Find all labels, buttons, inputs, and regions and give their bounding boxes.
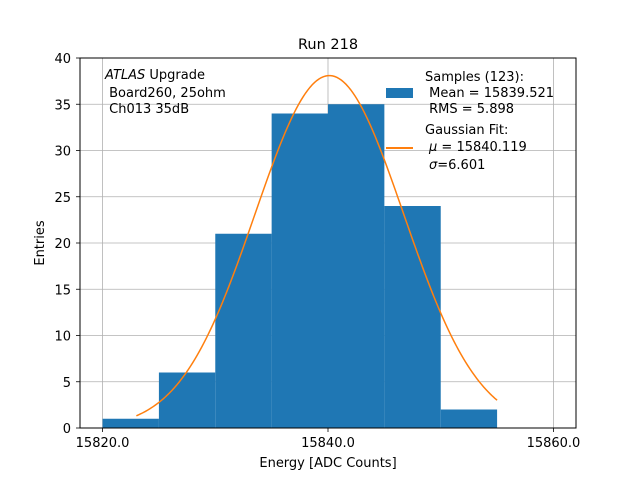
y-axis-label: Entries [33, 220, 48, 266]
y-tick-label-2: 10 [54, 330, 71, 345]
x-tick-label-1: 15840.0 [301, 436, 355, 451]
annotation-line-1: ATLAS Upgrade [104, 68, 205, 83]
y-tick-label-6: 30 [54, 145, 71, 160]
y-tick-label-0: 0 [63, 422, 71, 437]
y-tick-label-1: 5 [63, 376, 71, 391]
y-axis-ticks: 0 5 10 15 20 25 30 35 40 [54, 52, 80, 437]
gaussian-fit-curve [136, 74, 498, 417]
histogram-bar-0 [102, 418, 159, 428]
annotation: ATLAS Upgrade Board260, 25ohm Ch013 35dB [104, 68, 226, 117]
legend-samples-rms: RMS = 5.898 [425, 102, 514, 117]
legend: Samples (123): Mean = 15839.521 RMS = 5.… [386, 70, 554, 173]
histogram-bar-2 [215, 233, 272, 428]
x-axis-ticks: 15820.0 15840.0 15860.0 [76, 428, 581, 451]
mu-value: = 15840.119 [437, 140, 526, 155]
histogram-bar-5 [384, 206, 441, 428]
legend-samples-label: Samples (123): [425, 70, 524, 85]
histogram-bars [102, 104, 498, 428]
histogram-bar-4 [328, 104, 385, 428]
legend-samples-patch [386, 88, 413, 98]
mu-symbol: μ [428, 140, 437, 155]
histogram-bar-1 [158, 372, 216, 428]
x-tick-label-2: 15860.0 [527, 436, 581, 451]
histogram-bar-3 [271, 113, 328, 428]
legend-fit-sigma: σ=6.601 [429, 158, 485, 173]
annotation-line-3: Ch013 35dB [105, 102, 189, 117]
y-tick-label-8: 40 [54, 52, 71, 67]
annotation-upgrade: Upgrade [145, 68, 205, 83]
y-tick-label-7: 35 [54, 98, 71, 113]
y-tick-label-4: 20 [54, 237, 71, 252]
sigma-value: =6.601 [437, 158, 485, 173]
annotation-line-2: Board260, 25ohm [105, 86, 226, 101]
legend-fit-label: Gaussian Fit: [425, 123, 508, 138]
chart-title: Run 218 [298, 37, 358, 53]
y-tick-label-5: 25 [54, 191, 71, 206]
annotation-atlas: ATLAS [104, 68, 145, 83]
y-tick-label-3: 15 [54, 283, 71, 298]
sigma-symbol: σ [429, 158, 438, 173]
legend-samples-mean: Mean = 15839.521 [425, 86, 554, 101]
x-tick-label-0: 15820.0 [76, 436, 130, 451]
x-axis-label: Energy [ADC Counts] [259, 456, 396, 471]
histogram-bar-6 [440, 409, 498, 428]
legend-fit-mu: μ = 15840.119 [428, 140, 527, 155]
